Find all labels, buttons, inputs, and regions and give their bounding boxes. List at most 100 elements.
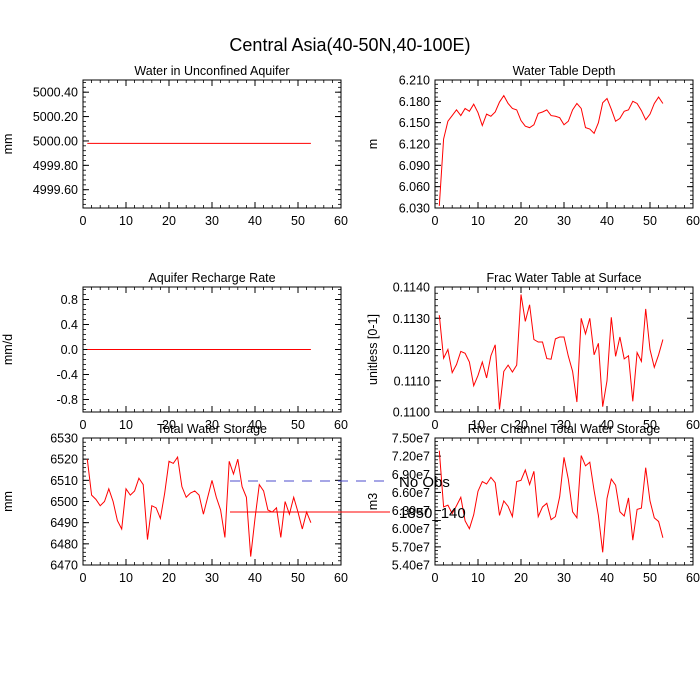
x-tick-label: 20 (514, 418, 528, 432)
x-tick-label: 10 (471, 214, 485, 228)
x-tick-label: 50 (291, 214, 305, 228)
plot-frame (82, 79, 342, 209)
x-tick-label: 30 (557, 571, 571, 585)
x-tick-label: 30 (205, 418, 219, 432)
y-tick-label: 4999.60 (33, 183, 78, 197)
y-tick-label: 6520 (50, 453, 78, 467)
x-tick-label: 0 (80, 571, 87, 585)
x-tick-label: 10 (119, 571, 133, 585)
x-tick-label: 30 (205, 571, 219, 585)
y-tick-label: 6.120 (399, 138, 430, 152)
panels: Water in Unconfined Aquifer 0 10 20 30 40 50 60… (1, 64, 700, 585)
x-tick-label: 10 (471, 418, 485, 432)
y-tick-label: -0.8 (56, 393, 78, 407)
y-tick-label: 6.060 (399, 180, 430, 194)
x-tick-label: 50 (643, 214, 657, 228)
x-tick-label: 20 (162, 418, 176, 432)
y-tick-label: 6.150 (399, 116, 430, 130)
series-line (438, 94, 664, 206)
x-tick-label: 60 (686, 214, 700, 228)
y-tick-label: -0.4 (56, 368, 78, 382)
panel-4: Frac Water Table at Surface 0 10 20 30 40 50 60… (366, 271, 700, 432)
y-tick-label: 5000.00 (33, 134, 78, 148)
plot-frame (82, 437, 342, 566)
y-tick-label: 4999.80 (33, 159, 78, 173)
x-tick-label: 40 (600, 418, 614, 432)
x-tick-label: 30 (557, 418, 571, 432)
plot-frame (434, 286, 694, 413)
panel-title: Frac Water Table at Surface (487, 271, 642, 285)
y-tick-label: 6470 (50, 559, 78, 573)
y-tick-label: 7.50e7 (392, 432, 430, 446)
y-tick-label: 6.210 (399, 74, 430, 88)
x-tick-label: 40 (248, 214, 262, 228)
y-tick-label: 6.090 (399, 159, 430, 173)
x-tick-label: 50 (291, 418, 305, 432)
x-tick-label: 0 (80, 214, 87, 228)
panel-title: Total Water Storage (157, 422, 267, 436)
x-tick-label: 10 (119, 214, 133, 228)
panel-title: Water Table Depth (513, 64, 616, 78)
x-tick-label: 20 (514, 571, 528, 585)
plot-frame (434, 79, 694, 209)
x-tick-label: 0 (432, 418, 439, 432)
x-tick-label: 20 (514, 214, 528, 228)
y-tick-label: 6530 (50, 432, 78, 446)
y-tick-label: 6.030 (399, 202, 430, 216)
y-tick-label: 0.1110 (394, 374, 430, 388)
y-tick-label: 7.20e7 (392, 450, 430, 464)
panel-3: Aquifer Recharge Rate 0 10 20 30 40 50 60 -0.8 -0… (1, 271, 348, 432)
y-tick-label: 0.1100 (393, 406, 430, 420)
x-tick-label: 40 (248, 571, 262, 585)
x-tick-label: 60 (686, 418, 700, 432)
x-tick-label: 0 (432, 214, 439, 228)
y-axis-label: mm (1, 134, 15, 155)
figure-title: Central Asia(40-50N,40-100E) (229, 35, 470, 55)
x-tick-label: 10 (471, 571, 485, 585)
y-tick-label: 0.1140 (393, 281, 430, 295)
x-tick-label: 30 (557, 214, 571, 228)
x-tick-label: 10 (119, 418, 133, 432)
y-tick-label: 6.30e7 (392, 504, 430, 518)
x-tick-label: 20 (162, 214, 176, 228)
x-tick-label: 40 (600, 571, 614, 585)
y-axis-label: m3 (366, 493, 380, 510)
panel-6: River Channel Total Water Storage 0 10 20 30… (366, 422, 700, 585)
x-tick-label: 60 (334, 418, 348, 432)
panel-5: Total Water Storage 0 10 20 30 40 50 60 6470 6480… (1, 422, 348, 585)
panel-title: Water in Unconfined Aquifer (134, 64, 289, 78)
y-axis-label: mm (1, 491, 15, 512)
y-tick-label: 5.40e7 (392, 559, 430, 573)
y-tick-label: 6.90e7 (392, 468, 430, 482)
x-tick-label: 60 (686, 571, 700, 585)
y-tick-label: 5000.40 (33, 86, 78, 100)
y-tick-label: 6500 (50, 495, 78, 509)
y-axis-label: m (366, 139, 380, 149)
series-line (86, 455, 312, 557)
x-tick-label: 0 (80, 418, 87, 432)
panel-1: Water in Unconfined Aquifer 0 10 20 30 40 50 60… (1, 64, 348, 228)
x-tick-label: 60 (334, 571, 348, 585)
x-tick-label: 40 (248, 418, 262, 432)
series-line (438, 294, 664, 410)
y-tick-label: 5.70e7 (392, 540, 430, 554)
x-tick-label: 50 (643, 418, 657, 432)
y-axis-label: mm/d (1, 334, 15, 365)
x-tick-label: 30 (205, 214, 219, 228)
legend-label-1850-140: 1850_140 (399, 505, 466, 522)
x-tick-label: 50 (643, 571, 657, 585)
plot-frame (434, 437, 694, 566)
y-tick-label: 6.180 (399, 95, 430, 109)
panel-title: River Channel Total Water Storage (468, 422, 661, 436)
y-tick-label: 6510 (50, 474, 78, 488)
panel-2: Water Table Depth 0 10 20 30 40 50 60 6.030 6.060… (366, 64, 700, 228)
x-tick-label: 0 (432, 571, 439, 585)
x-tick-label: 60 (334, 214, 348, 228)
x-tick-label: 40 (600, 214, 614, 228)
y-tick-label: 6490 (50, 516, 78, 530)
y-tick-label: 6.60e7 (392, 486, 430, 500)
series-line (438, 450, 664, 553)
y-tick-label: 5000.20 (33, 110, 78, 124)
legend: No Obs 1850_140 (230, 474, 466, 522)
